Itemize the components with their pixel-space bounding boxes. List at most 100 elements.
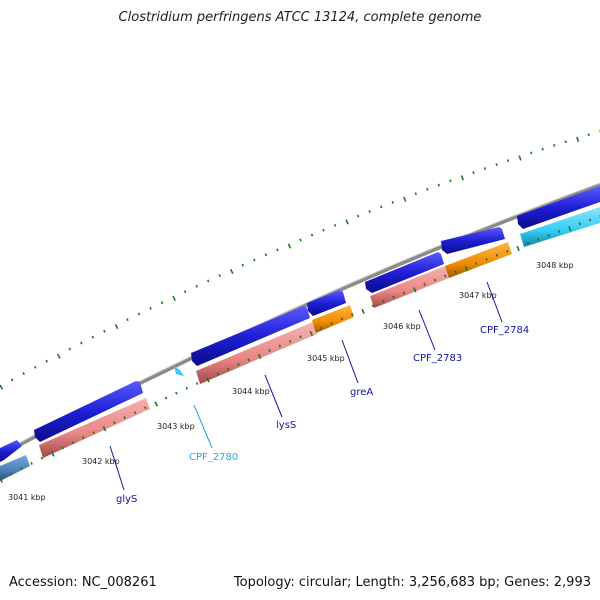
scale-tick — [309, 330, 314, 337]
scale-tick — [553, 144, 556, 147]
scale-tick — [185, 386, 188, 390]
scale-tick — [526, 241, 530, 245]
scale-tick — [144, 406, 147, 410]
scale-tick — [22, 372, 25, 375]
scale-label: 3047 kbp — [459, 291, 497, 300]
gene-label-lysS[interactable]: lysS — [276, 420, 296, 431]
scale-tick — [33, 365, 37, 369]
scale-label: 3041 kbp — [8, 493, 46, 502]
feature-pink-lysS[interactable] — [196, 322, 317, 384]
scale-tick — [516, 245, 520, 252]
scale-tick — [226, 367, 230, 371]
scale-tick — [137, 312, 141, 316]
scale-tick — [287, 243, 292, 249]
scale-tick — [587, 133, 590, 137]
map-title: Clostridium perfringens ATCC 13124, comp… — [118, 10, 482, 25]
scale-tick — [319, 326, 323, 330]
gene-arrow-glyS[interactable] — [34, 381, 143, 442]
gene-arrow-CPF-2784[interactable] — [441, 227, 505, 254]
scale-tick — [350, 313, 354, 317]
feature-cyan-right[interactable] — [520, 207, 600, 247]
scale-tick — [30, 461, 33, 465]
feature-orange-CPF-2784[interactable] — [445, 242, 512, 278]
scale-tick — [518, 155, 522, 161]
scale-tick — [9, 472, 13, 476]
gene-arrow-CPF-2783[interactable] — [365, 252, 444, 293]
scale-tick — [257, 353, 262, 359]
scale-tick — [230, 268, 234, 275]
leader-line-glyS — [109, 445, 125, 491]
scale-tick — [382, 299, 385, 303]
gene-label-glyS[interactable]: glyS — [116, 494, 137, 505]
gene-label-CPF-2783[interactable]: CPF_2783 — [413, 353, 462, 364]
scale-tick — [247, 358, 251, 362]
scale-tick — [541, 147, 544, 151]
leader-line-CPF-2783 — [418, 309, 436, 351]
leader-line-lysS — [264, 374, 283, 418]
scale-tick — [71, 441, 75, 445]
feature-steel-left[interactable] — [0, 455, 30, 481]
scale-tick — [413, 287, 417, 293]
scale-tick — [495, 253, 499, 257]
gene-arrow-greA[interactable] — [307, 290, 346, 316]
scale-tick — [175, 391, 178, 395]
scale-label: 3045 kbp — [307, 354, 345, 363]
scale-tick — [45, 359, 49, 363]
scale-tick — [92, 431, 95, 435]
gene-arrow-left-edge[interactable] — [0, 440, 22, 462]
scale-tick — [216, 372, 220, 376]
scale-tick — [133, 411, 137, 415]
scale-tick — [433, 278, 437, 282]
scale-tick — [68, 347, 72, 351]
scale-tick — [423, 282, 426, 286]
scale-tick — [578, 222, 581, 226]
scale-tick — [506, 249, 509, 253]
scale-tick — [414, 192, 418, 196]
genome-summary: Topology: circular; Length: 3,256,683 bp… — [233, 575, 591, 590]
gene-arrow-lysS[interactable] — [191, 306, 310, 366]
scale-tick — [485, 257, 488, 261]
scale-tick — [483, 167, 487, 171]
scale-tick — [464, 266, 469, 272]
scale-tick — [472, 171, 475, 175]
scale-tick — [264, 253, 268, 257]
scale-ticks — [0, 215, 600, 483]
scale-tick — [10, 378, 14, 382]
scale-tick — [371, 304, 375, 308]
scale-tick — [361, 308, 365, 314]
scale-tick — [40, 456, 44, 460]
scale-tick — [557, 230, 561, 233]
gene-label-greA[interactable]: greA — [350, 387, 373, 398]
gene-label-CPF-2780[interactable]: CPF_2780 — [189, 452, 238, 463]
scale-tick — [333, 223, 337, 227]
scale-tick — [403, 196, 407, 202]
outer-dotted-ring — [0, 130, 600, 390]
gene-label-CPF-2784[interactable]: CPF_2784 — [480, 325, 529, 336]
feature-pink-CPF-2783[interactable] — [370, 266, 449, 308]
scale-tick — [172, 295, 176, 301]
scale-tick — [241, 263, 245, 267]
scale-tick — [564, 140, 567, 144]
scale-tick — [547, 234, 550, 237]
accession-label: Accession: NC_008261 — [9, 575, 157, 590]
scale-tick — [164, 396, 168, 400]
gene-arrow-right-edge[interactable] — [517, 186, 600, 229]
scale-tick — [345, 219, 349, 225]
scale-tick — [588, 218, 592, 222]
scale-tick — [102, 426, 107, 432]
scale-tick — [495, 163, 498, 167]
feature-orange-greA[interactable] — [312, 305, 354, 333]
scale-labels: 3041 kbp 3042 kbp 3043 kbp 3044 kbp 3045… — [8, 261, 574, 502]
feature-pink-glyS[interactable] — [39, 398, 150, 458]
scale-tick — [340, 317, 344, 321]
gene-label-leaders — [109, 281, 503, 491]
scale-tick — [530, 151, 533, 155]
leader-line-CPF-2780 — [193, 404, 213, 449]
trna-marker-CPF-2780[interactable] — [174, 366, 184, 376]
scale-tick — [253, 258, 256, 262]
leader-line-CPF-2784 — [486, 281, 503, 323]
scale-tick — [506, 159, 510, 163]
scale-tick — [454, 270, 457, 274]
scale-tick — [391, 201, 394, 204]
